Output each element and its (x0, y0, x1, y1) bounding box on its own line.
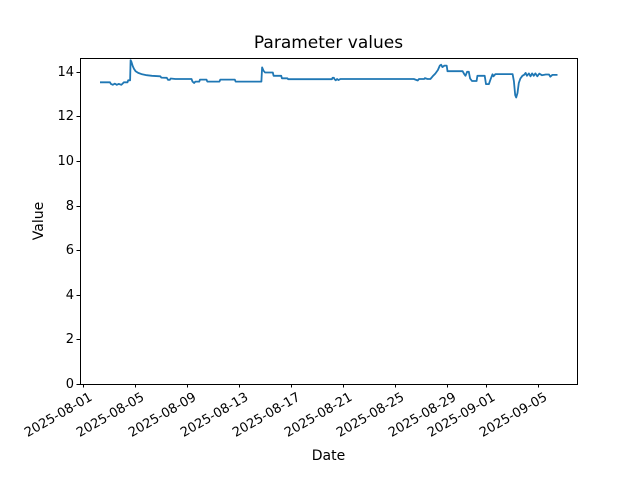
y-tick-label: 8 (65, 198, 74, 214)
y-tick-label: 2 (65, 331, 74, 347)
x-axis-label: Date (311, 448, 346, 464)
axes-frame (80, 58, 578, 385)
y-tick-label: 4 (65, 287, 74, 303)
y-tick-label: 12 (57, 108, 74, 124)
y-tick-label: 0 (65, 376, 74, 392)
y-tick-label: 10 (57, 153, 74, 169)
y-tick-label: 6 (65, 242, 74, 258)
series-line-parameter-values (100, 59, 558, 99)
y-axis-label: Value (31, 201, 47, 241)
y-tick-label: 14 (57, 64, 74, 80)
chart-title: Parameter values (253, 33, 404, 53)
